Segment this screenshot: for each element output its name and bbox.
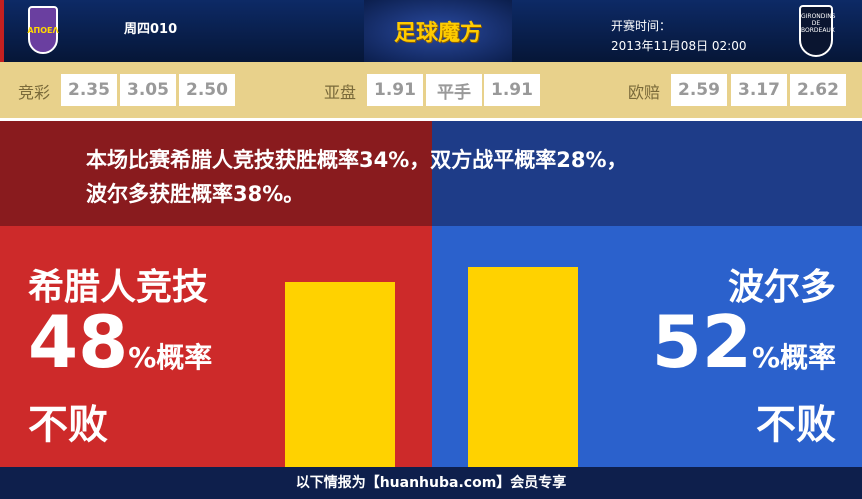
- home-percent-value: 48: [28, 300, 129, 384]
- match-code: 周四010: [124, 22, 178, 37]
- home-bar: [285, 282, 395, 467]
- home-label: 不败: [28, 402, 108, 448]
- header: ΑΠΟΕΛ 周四010 足球魔方 开赛时间： 2013年11月08日 02:00…: [0, 0, 862, 62]
- away-bar: [468, 267, 578, 467]
- odds-value: 3.17: [731, 74, 787, 106]
- summary-line: 波尔多获胜概率38%。: [86, 182, 305, 206]
- kickoff-info: 开赛时间： 2013年11月08日 02:00: [611, 16, 746, 56]
- jingcai-label: 竞彩: [18, 83, 51, 102]
- odds-value: 2.62: [790, 74, 846, 106]
- odds-value: 2.35: [61, 74, 117, 106]
- away-name: 波尔多: [727, 267, 836, 308]
- odds-value: 1.91: [484, 74, 540, 106]
- summary-text: 本场比赛希腊人竞技获胜概率34%，双方战平概率28%， 波尔多获胜概率38%。: [86, 143, 806, 211]
- kickoff-label: 开赛时间：: [611, 19, 672, 33]
- home-percent: 48%概率: [28, 300, 212, 384]
- summary-banner-left: [0, 121, 432, 226]
- summary-banner-right: [432, 121, 862, 226]
- away-label: 不败: [756, 402, 836, 448]
- odds-value: 3.05: [120, 74, 176, 106]
- summary-line: 本场比赛希腊人竞技获胜概率34%，双方战平概率28%，: [86, 148, 628, 172]
- odds-value: 2.59: [671, 74, 727, 106]
- odds-bar: 竞彩 2.35 3.05 2.50 亚盘 1.91 平手 1.91 欧赔 2.5…: [0, 62, 862, 118]
- brand-logo: 足球魔方: [364, 0, 512, 62]
- away-percent-suffix: %概率: [751, 341, 836, 374]
- odds-value: 2.50: [179, 74, 235, 106]
- away-percent-value: 52: [651, 300, 752, 384]
- away-percent: 52%概率: [652, 300, 836, 384]
- footer-notice[interactable]: 以下情报为【huanhuba.com】会员专享: [0, 467, 862, 499]
- away-team-logo: GIRONDINS DE BORDEAUX: [799, 5, 836, 57]
- odds-value: 1.91: [367, 74, 423, 106]
- home-percent-suffix: %概率: [128, 341, 213, 374]
- yapan-label: 亚盘: [324, 83, 357, 102]
- home-team-logo: ΑΠΟΕΛ: [27, 6, 59, 54]
- ouzhou-label: 欧赔: [628, 83, 661, 102]
- home-name: 希腊人竞技: [28, 267, 209, 308]
- kickoff-time: 2013年11月08日 02:00: [611, 39, 747, 53]
- odds-value: 平手: [426, 74, 482, 106]
